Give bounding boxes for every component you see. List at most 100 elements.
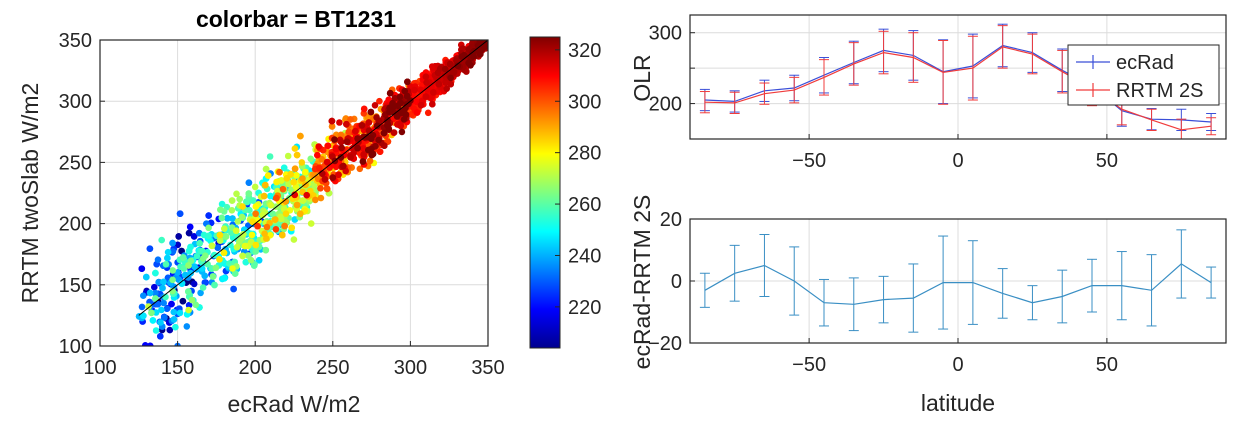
scatter-point xyxy=(390,129,398,136)
scatter-point xyxy=(380,129,388,137)
olr-y-label: OLR xyxy=(629,54,655,101)
scatter-point xyxy=(185,288,192,295)
scatter-point xyxy=(142,347,149,354)
scatter-point xyxy=(233,190,240,198)
scatter-point xyxy=(199,284,207,291)
scatter-point xyxy=(285,180,293,188)
scatter-point xyxy=(208,242,216,250)
scatter-point xyxy=(312,196,319,204)
scatter-point xyxy=(367,108,375,116)
scatter-point xyxy=(297,132,304,140)
difference-y-label: ecRad-RRTM 2S xyxy=(629,195,655,370)
scatter-point xyxy=(158,306,165,314)
scatter-point xyxy=(481,43,488,50)
scatter-point xyxy=(329,174,337,181)
scatter-point xyxy=(169,248,177,255)
scatter-point xyxy=(151,283,158,291)
scatter-point xyxy=(190,233,198,240)
scatter-point xyxy=(481,32,488,39)
scatter-point xyxy=(396,93,404,101)
difference-x-tick-label: 50 xyxy=(1096,354,1118,376)
scatter-x-tick-label: 150 xyxy=(161,357,194,379)
scatter-point xyxy=(145,303,152,310)
scatter-point xyxy=(299,175,306,182)
scatter-point xyxy=(413,109,421,116)
scatter-point xyxy=(227,241,234,249)
scatter-point xyxy=(154,300,162,308)
scatter-point xyxy=(236,238,243,246)
scatter-point xyxy=(481,32,488,39)
scatter-point xyxy=(332,145,340,153)
legend-entry-rrtm: RRTM 2S xyxy=(1076,80,1203,102)
difference-panel: −50 0 50 −20 0 20 latitude ecRad-RRTM 2S xyxy=(629,195,1227,416)
scatter-point xyxy=(373,114,380,121)
scatter-point xyxy=(185,262,192,269)
olr-legend: ecRad RRTM 2S xyxy=(1067,44,1220,106)
olr-x-tick-label: 0 xyxy=(952,150,963,172)
scatter-point xyxy=(287,170,295,178)
scatter-point xyxy=(411,86,418,94)
scatter-point xyxy=(170,316,178,323)
scatter-point xyxy=(293,172,300,179)
scatter-point xyxy=(482,33,489,40)
scatter-point xyxy=(190,280,198,288)
difference-series-line xyxy=(704,263,1212,305)
scatter-point xyxy=(365,119,373,126)
scatter-point xyxy=(277,213,284,221)
colorbar-tick-label: 220 xyxy=(568,297,601,319)
scatter-point xyxy=(143,273,150,281)
scatter-point xyxy=(343,138,351,145)
olr-series-line xyxy=(704,46,1212,131)
scatter-point xyxy=(288,224,296,232)
scatter-point xyxy=(417,86,425,94)
colorbar-tick-label: 280 xyxy=(568,143,601,165)
scatter-point xyxy=(209,273,217,280)
scatter-point xyxy=(162,261,170,268)
colorbar-tick-label: 300 xyxy=(568,91,601,113)
scatter-point xyxy=(458,53,466,60)
scatter-point xyxy=(360,105,368,113)
scatter-point xyxy=(212,264,220,272)
scatter-point xyxy=(354,135,361,142)
scatter-point xyxy=(429,100,436,108)
scatter-point xyxy=(417,101,425,109)
scatter-point xyxy=(164,248,172,256)
scatter-y-tick-label: 100 xyxy=(59,336,92,358)
olr-y-ticks: 200 300 xyxy=(649,23,695,116)
scatter-point xyxy=(176,210,184,217)
scatter-point xyxy=(481,31,488,38)
scatter-x-tick-label: 250 xyxy=(316,357,349,379)
scatter-point xyxy=(453,57,460,65)
scatter-point xyxy=(260,192,268,200)
scatter-point xyxy=(179,297,187,305)
scatter-point xyxy=(250,262,258,269)
scatter-x-tick-label: 200 xyxy=(239,357,272,379)
scatter-x-tick-label: 300 xyxy=(394,357,427,379)
scatter-point xyxy=(422,93,430,100)
scatter-point xyxy=(248,231,256,239)
scatter-point xyxy=(255,257,263,264)
scatter-point xyxy=(365,146,372,154)
scatter-point xyxy=(481,32,488,39)
scatter-point xyxy=(164,254,171,262)
scatter-point xyxy=(185,306,192,314)
difference-x-tick-label: 0 xyxy=(952,354,963,376)
scatter-point xyxy=(336,119,343,126)
scatter-point xyxy=(441,65,449,73)
scatter-point xyxy=(187,269,194,277)
scatter-point xyxy=(321,176,329,183)
scatter-point xyxy=(283,175,291,182)
scatter-point xyxy=(220,249,228,257)
scatter-point xyxy=(228,207,236,214)
scatter-point xyxy=(204,260,211,268)
scatter-y-label: RRTM twoSlab W/m2 xyxy=(17,83,43,304)
scatter-point xyxy=(262,165,270,173)
scatter-point xyxy=(315,143,323,150)
scatter-point xyxy=(290,236,298,243)
scatter-point xyxy=(375,136,382,144)
scatter-point xyxy=(216,231,224,239)
scatter-point xyxy=(262,181,269,189)
scatter-point xyxy=(149,317,157,324)
legend-label-ecrad: ecRad xyxy=(1116,52,1174,74)
scatter-y-tick-label: 250 xyxy=(59,152,92,174)
